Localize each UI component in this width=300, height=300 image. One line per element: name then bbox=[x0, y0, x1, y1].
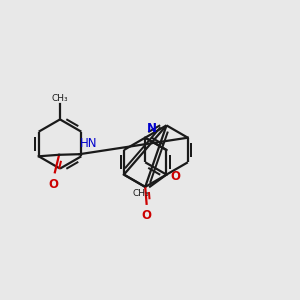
Text: CH₃: CH₃ bbox=[52, 94, 68, 103]
Text: N: N bbox=[147, 122, 157, 135]
Text: O: O bbox=[170, 169, 180, 183]
Text: CH₃: CH₃ bbox=[132, 189, 149, 198]
Text: O: O bbox=[48, 178, 58, 191]
Text: O: O bbox=[142, 209, 152, 222]
Text: HN: HN bbox=[80, 137, 98, 150]
